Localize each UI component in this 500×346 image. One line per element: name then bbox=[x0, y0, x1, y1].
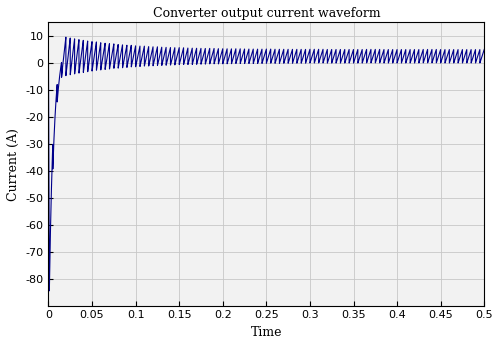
Y-axis label: Current (A): Current (A) bbox=[7, 128, 20, 200]
X-axis label: Time: Time bbox=[250, 326, 282, 339]
Title: Converter output current waveform: Converter output current waveform bbox=[152, 7, 380, 20]
